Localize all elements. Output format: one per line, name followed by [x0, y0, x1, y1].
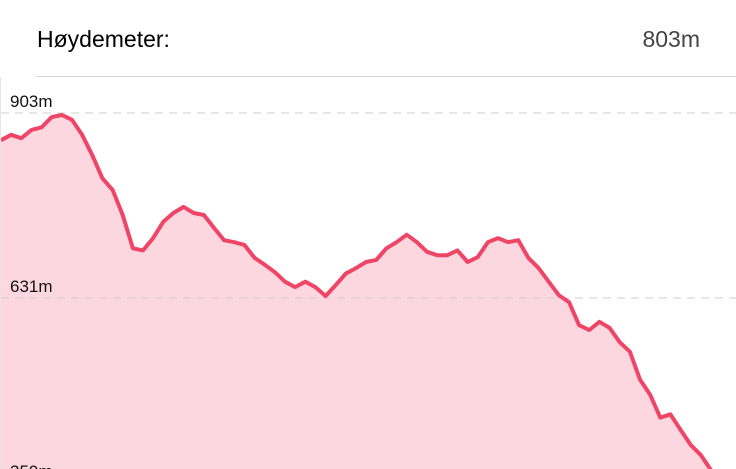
elevation-gain-label: Høydemeter: — [37, 26, 170, 52]
y-tick-label-mid: 631m — [10, 277, 53, 296]
elevation-area — [1, 115, 711, 469]
elevation-chart: 903m 631m 359m — [0, 77, 736, 469]
elevation-line — [1, 113, 713, 469]
y-tick-label-top: 903m — [10, 92, 53, 111]
elevation-chart-svg: 903m 631m 359m — [1, 92, 736, 469]
divider — [36, 76, 736, 77]
y-tick-label-bottom: 359m — [10, 462, 53, 469]
elevation-gain-value: 803m — [642, 26, 700, 52]
elevation-gain-row: Høydemeter: 803m — [0, 0, 736, 76]
